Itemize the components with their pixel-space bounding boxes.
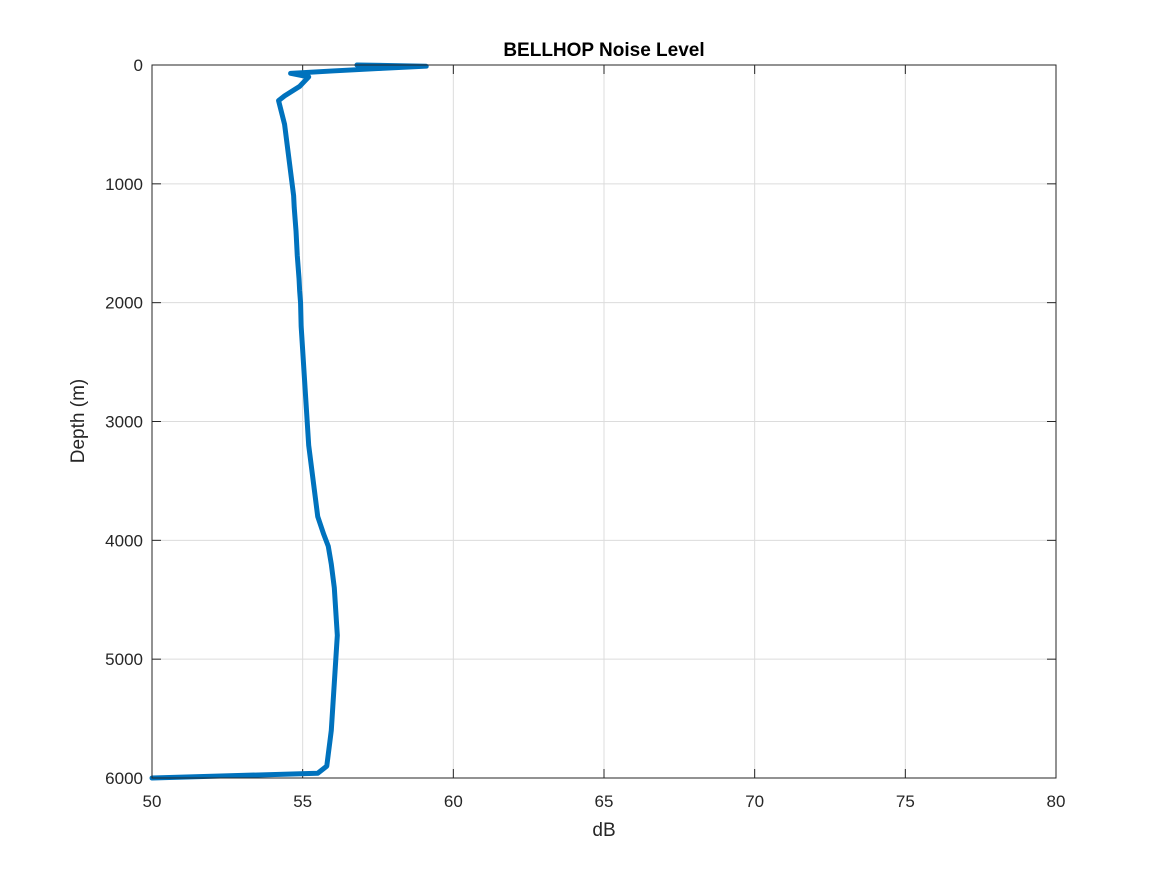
y-tick-label: 6000 [105,769,143,788]
x-tick-label: 70 [745,792,764,811]
y-tick-label: 1000 [105,175,143,194]
chart-title: BELLHOP Noise Level [503,40,704,61]
x-tick-label: 50 [143,792,162,811]
x-tick-label: 60 [444,792,463,811]
x-tick-label: 80 [1047,792,1066,811]
x-tick-label: 75 [896,792,915,811]
y-tick-label: 3000 [105,413,143,432]
x-axis-label: dB [592,820,615,841]
y-tick-label: 5000 [105,650,143,669]
x-tick-labels: 50 55 60 65 70 75 80 [143,792,1066,811]
series-group [149,62,429,781]
y-tick-label: 4000 [105,531,143,550]
x-tick-label: 55 [293,792,312,811]
y-tick-label: 0 [134,56,143,75]
plot-border [151,64,1057,779]
noise-level-series-line [149,62,429,781]
y-tick-label: 2000 [105,294,143,313]
y-tick-labels: 0 1000 2000 3000 4000 5000 6000 [105,56,143,788]
x-tick-label: 65 [595,792,614,811]
y-axis-label: Depth (m) [68,379,89,463]
